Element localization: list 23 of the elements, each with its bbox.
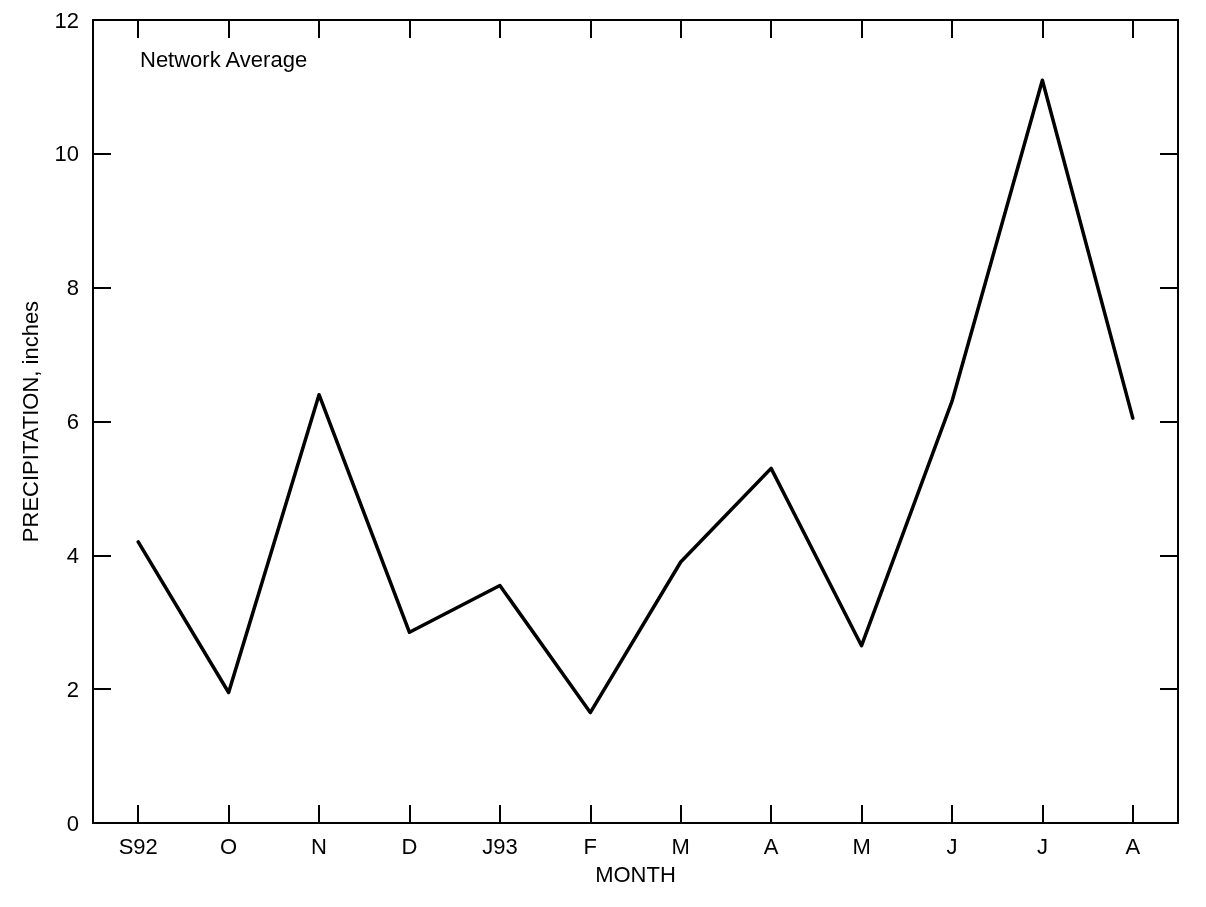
line-series [136, 78, 1135, 715]
x-tick-label: D [401, 833, 418, 859]
x-tick-label: J93 [482, 833, 518, 859]
y-tick-label: 0 [66, 810, 79, 836]
y-tick-label: 6 [66, 409, 79, 434]
y-axis-title: PRECIPITATION, inches [17, 300, 43, 543]
y-tick-label: 2 [66, 676, 79, 702]
x-tick-label: A [763, 833, 779, 859]
x-tick-label: J [1036, 833, 1048, 859]
y-tick-label: 4 [66, 542, 79, 568]
x-tick-label: J [946, 833, 958, 859]
x-tick-label: A [1125, 833, 1141, 859]
x-tick-label: M [852, 833, 871, 859]
x-tick-label: S92 [118, 833, 158, 859]
y-tick-label: 8 [66, 275, 79, 301]
x-tick-label: N [311, 833, 327, 859]
y-tick-label: 10 [54, 141, 79, 167]
x-tick-label: O [220, 833, 238, 859]
x-tick-label: F [583, 833, 598, 859]
x-tick-label: M [671, 833, 690, 859]
x-axis-title: MONTH [595, 861, 676, 887]
annotation: Network Average [140, 46, 308, 72]
y-tick-label: 12 [54, 7, 79, 33]
